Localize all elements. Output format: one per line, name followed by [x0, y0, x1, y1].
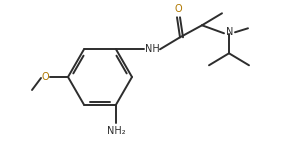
Text: N: N — [226, 27, 234, 37]
Text: NH₂: NH₂ — [107, 126, 125, 136]
Text: O: O — [41, 72, 49, 82]
Text: O: O — [175, 4, 182, 14]
Text: NH: NH — [145, 44, 159, 54]
